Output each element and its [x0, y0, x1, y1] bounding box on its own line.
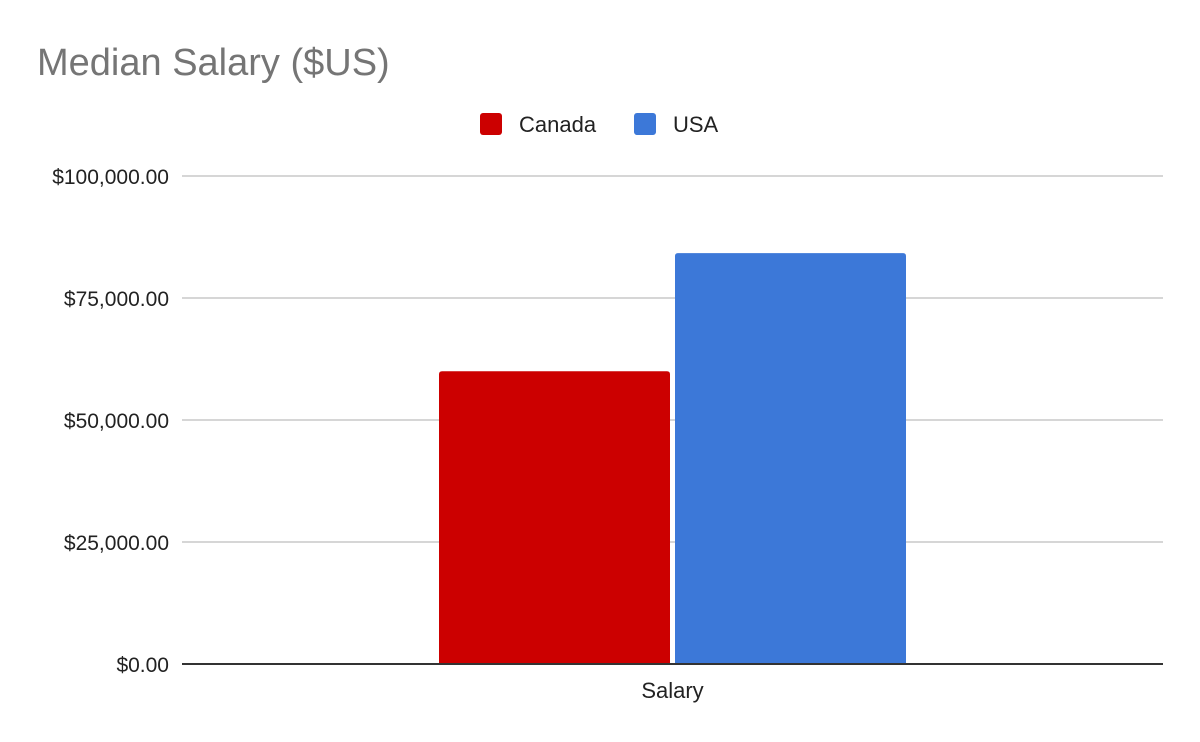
y-tick-label: $25,000.00 — [64, 532, 169, 555]
y-tick-label: $0.00 — [116, 654, 169, 677]
y-tick-label: $75,000.00 — [64, 288, 169, 311]
y-tick-label: $100,000.00 — [52, 166, 169, 189]
y-tick-label: $50,000.00 — [64, 410, 169, 433]
bar-canada — [439, 371, 670, 664]
legend-swatch-usa — [634, 113, 656, 135]
x-axis: Salary — [641, 678, 703, 703]
bar-usa — [675, 253, 906, 664]
legend-label-usa: USA — [673, 112, 719, 137]
legend: Canada USA — [480, 112, 719, 137]
chart-title: Median Salary ($US) — [37, 42, 390, 84]
legend-swatch-canada — [480, 113, 502, 135]
x-tick-label: Salary — [641, 678, 703, 703]
bars — [439, 253, 906, 664]
legend-label-canada: Canada — [519, 112, 597, 137]
y-axis: $0.00 $25,000.00 $50,000.00 $75,000.00 $100,… — [52, 166, 169, 677]
gridlines — [182, 175, 1163, 543]
